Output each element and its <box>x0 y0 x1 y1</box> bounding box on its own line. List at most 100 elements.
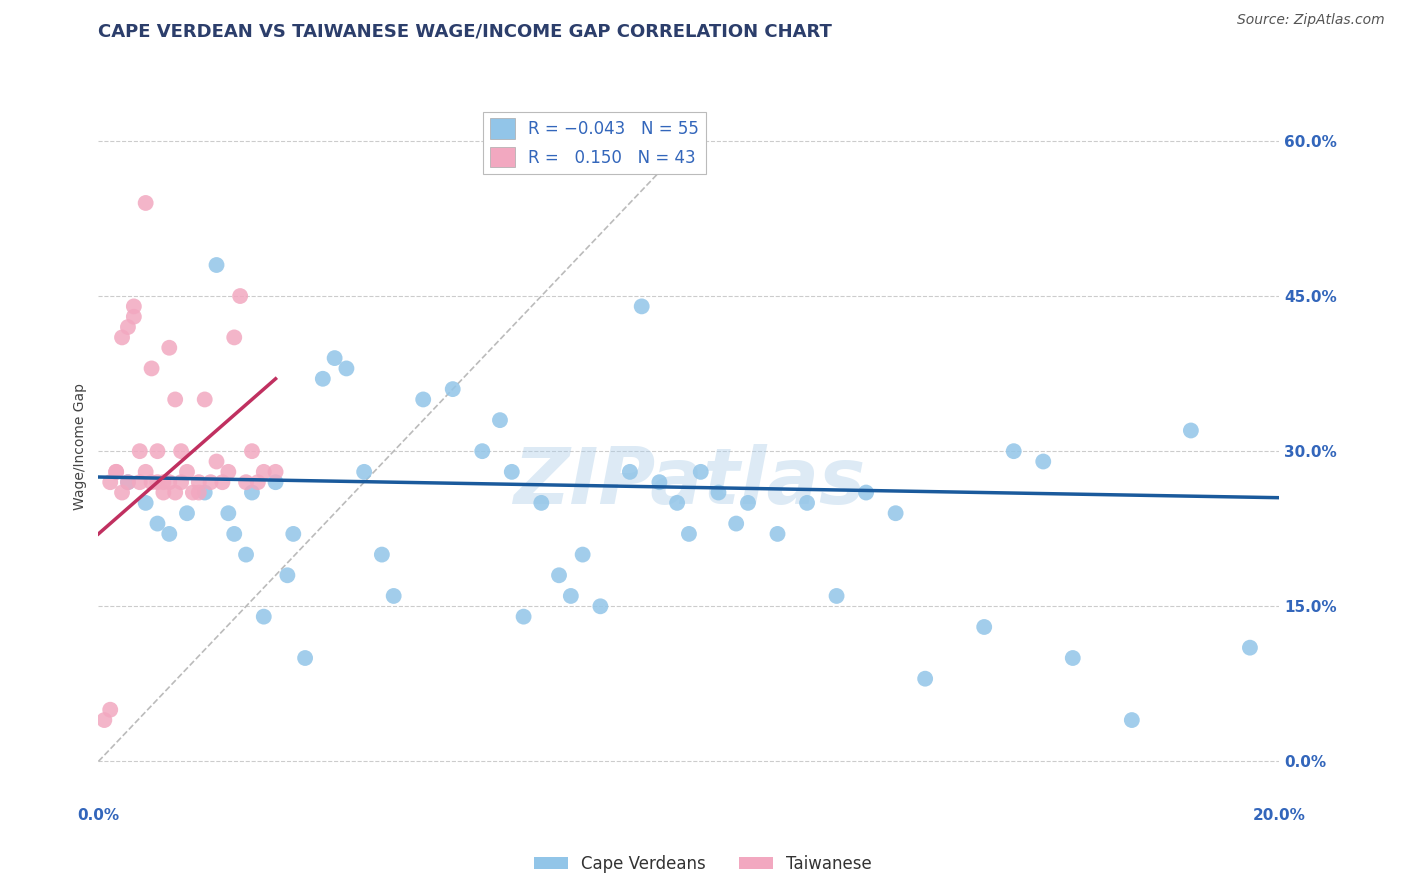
Point <box>335 361 357 376</box>
Point <box>117 475 139 490</box>
Point <box>152 485 174 500</box>
Point <box>146 516 169 531</box>
Point <box>105 465 128 479</box>
Point <box>1062 651 1084 665</box>
Point <box>135 496 157 510</box>
Point <box>157 341 180 355</box>
Point <box>229 289 252 303</box>
Point <box>117 320 139 334</box>
Point <box>589 599 612 614</box>
Point <box>194 392 217 407</box>
Point <box>217 465 239 479</box>
Point <box>217 506 239 520</box>
Text: ZIPatlas: ZIPatlas <box>513 443 865 520</box>
Point <box>152 475 174 490</box>
Point <box>548 568 571 582</box>
Point <box>141 361 163 376</box>
Point <box>283 527 305 541</box>
Point <box>914 672 936 686</box>
Point <box>1239 640 1261 655</box>
Point <box>855 485 877 500</box>
Point <box>187 485 209 500</box>
Point <box>165 392 187 407</box>
Point <box>353 465 375 479</box>
Point <box>176 506 198 520</box>
Point <box>117 475 139 490</box>
Point <box>766 527 789 541</box>
Point <box>725 516 748 531</box>
Y-axis label: Wage/Income Gap: Wage/Income Gap <box>73 383 87 509</box>
Point <box>146 475 169 490</box>
Point <box>264 475 287 490</box>
Point <box>276 568 298 582</box>
Point <box>441 382 464 396</box>
Point <box>170 475 193 490</box>
Point <box>371 548 394 562</box>
Legend: R = −0.043   N = 55, R =   0.150   N = 43: R = −0.043 N = 55, R = 0.150 N = 43 <box>484 112 706 174</box>
Point <box>105 465 128 479</box>
Point <box>187 475 209 490</box>
Point <box>235 548 257 562</box>
Point <box>253 609 276 624</box>
Point <box>1180 424 1202 438</box>
Point <box>224 330 246 344</box>
Point <box>141 475 163 490</box>
Point <box>98 475 121 490</box>
Point <box>181 485 204 500</box>
Point <box>530 496 553 510</box>
Point <box>211 475 233 490</box>
Point <box>471 444 494 458</box>
Point <box>796 496 818 510</box>
Point <box>619 465 641 479</box>
Point <box>157 527 180 541</box>
Point <box>176 465 198 479</box>
Point <box>128 475 150 490</box>
Point <box>501 465 523 479</box>
Point <box>737 496 759 510</box>
Point <box>323 351 346 365</box>
Point <box>1121 713 1143 727</box>
Point <box>146 444 169 458</box>
Point <box>135 196 157 211</box>
Point <box>1032 454 1054 468</box>
Point <box>884 506 907 520</box>
Point <box>707 485 730 500</box>
Point <box>312 372 335 386</box>
Point <box>240 444 263 458</box>
Text: CAPE VERDEAN VS TAIWANESE WAGE/INCOME GAP CORRELATION CHART: CAPE VERDEAN VS TAIWANESE WAGE/INCOME GA… <box>98 22 832 40</box>
Point <box>973 620 995 634</box>
Point <box>825 589 848 603</box>
Point <box>205 454 228 468</box>
Point <box>111 330 134 344</box>
Point <box>240 485 263 500</box>
Point <box>560 589 582 603</box>
Point <box>571 548 593 562</box>
Point <box>689 465 711 479</box>
Point <box>235 475 257 490</box>
Point <box>489 413 512 427</box>
Point <box>111 485 134 500</box>
Point <box>648 475 671 490</box>
Point <box>165 485 187 500</box>
Point <box>678 527 700 541</box>
Point <box>170 444 193 458</box>
Point <box>194 485 217 500</box>
Point <box>224 527 246 541</box>
Point <box>246 475 269 490</box>
Point <box>93 713 115 727</box>
Point <box>412 392 434 407</box>
Point <box>98 703 121 717</box>
Legend: Cape Verdeans, Taiwanese: Cape Verdeans, Taiwanese <box>527 848 879 880</box>
Point <box>382 589 405 603</box>
Point <box>666 496 689 510</box>
Point <box>128 444 150 458</box>
Text: Source: ZipAtlas.com: Source: ZipAtlas.com <box>1237 13 1385 28</box>
Point <box>200 475 222 490</box>
Point <box>1002 444 1025 458</box>
Point <box>630 299 652 313</box>
Point <box>253 465 276 479</box>
Point <box>512 609 534 624</box>
Point <box>205 258 228 272</box>
Point <box>264 465 287 479</box>
Point <box>122 310 145 324</box>
